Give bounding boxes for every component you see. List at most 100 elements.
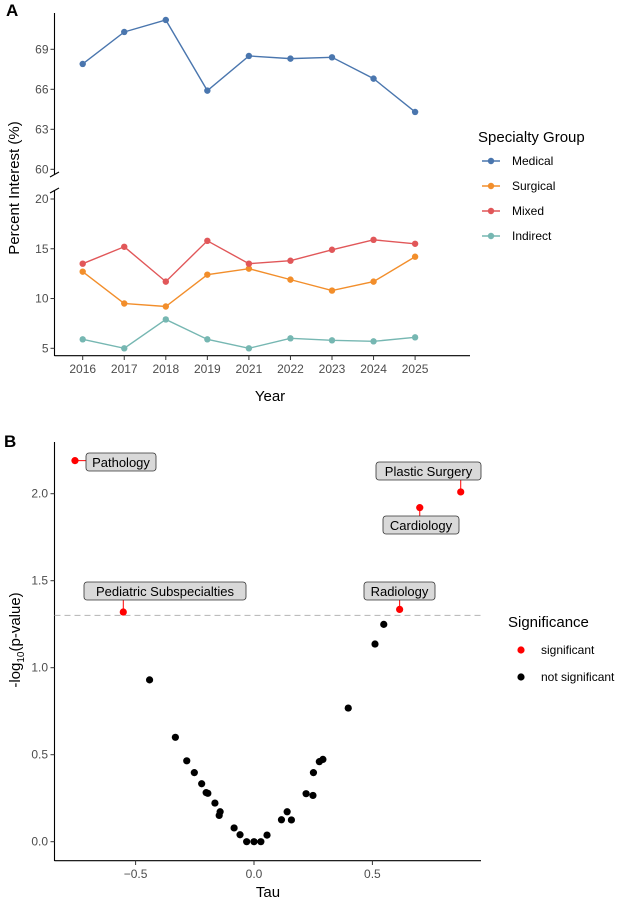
data-point-not-significant <box>198 780 206 788</box>
y-axis-title: Percent Interest (%) <box>6 121 23 254</box>
data-point-medical <box>328 54 336 61</box>
data-point-not-significant <box>302 790 310 798</box>
x-tick-label: 2016 <box>69 362 96 376</box>
data-point-not-significant <box>171 733 179 741</box>
x-tick-label: 2018 <box>152 362 179 376</box>
data-point-not-significant <box>215 811 223 820</box>
legend-key-point <box>487 182 495 190</box>
y-tick-label: 60 <box>35 162 49 176</box>
data-point-not-significant <box>309 791 317 800</box>
data-point-not-significant <box>230 824 238 832</box>
legend-key-point <box>487 207 495 215</box>
data-point-significant <box>119 608 127 616</box>
data-point-surgical <box>162 303 169 310</box>
data-point-surgical <box>411 253 419 260</box>
data-point-mixed <box>328 246 336 253</box>
legend-key-point <box>517 673 525 681</box>
data-point-not-significant <box>277 816 286 824</box>
data-point-indirect <box>287 335 294 342</box>
data-point-not-significant <box>309 769 318 777</box>
data-point-indirect <box>204 336 211 343</box>
data-point-not-significant <box>371 640 379 648</box>
y-tick-label: 5 <box>42 341 49 355</box>
data-point-indirect <box>411 334 419 341</box>
y-tick-label: 0.0 <box>31 835 48 849</box>
data-point-medical <box>245 52 253 60</box>
data-point-not-significant <box>283 808 291 816</box>
data-point-surgical <box>370 278 377 285</box>
legend-label: Surgical <box>512 179 555 193</box>
axis-break-mark <box>49 187 60 194</box>
x-tick-label: 2022 <box>277 362 304 376</box>
data-point-not-significant <box>263 831 271 839</box>
x-axis-title: Year <box>255 388 285 405</box>
y-axis-title-tail: (p-value) <box>7 592 24 651</box>
data-point-not-significant <box>319 755 327 763</box>
x-tick-label: 2023 <box>319 362 346 376</box>
data-point-surgical <box>287 276 294 283</box>
data-point-medical <box>162 16 169 24</box>
data-point-indirect <box>328 337 336 344</box>
y-axis-title-main: -log <box>7 663 24 688</box>
data-point-significant <box>416 504 424 512</box>
legend-title: Specialty Group <box>478 129 585 146</box>
data-point-medical <box>121 28 128 36</box>
data-point-indirect <box>370 338 377 345</box>
data-point-significant <box>396 605 404 614</box>
data-point-mixed <box>121 243 128 250</box>
data-point-mixed <box>162 278 169 285</box>
data-point-not-significant <box>190 769 198 777</box>
data-point-not-significant <box>236 831 244 839</box>
x-tick-label: 0.0 <box>246 867 263 881</box>
data-point-mixed <box>79 260 86 267</box>
x-tick-label: 2017 <box>111 362 138 376</box>
legend-key-point <box>487 157 495 165</box>
data-point-mixed <box>287 257 294 264</box>
data-point-not-significant <box>257 838 265 846</box>
legend-label: not significant <box>541 670 615 684</box>
y-tick-label: 1.0 <box>31 661 48 675</box>
legend-label: Medical <box>512 154 553 168</box>
data-point-surgical <box>121 300 128 307</box>
y-tick-label: 63 <box>35 122 49 136</box>
point-label-box <box>363 581 436 601</box>
data-point-not-significant <box>287 816 296 824</box>
data-point-not-significant <box>211 799 219 807</box>
point-label: Plastic Surgery <box>385 464 473 479</box>
x-tick-label: 2025 <box>402 362 429 376</box>
data-point-not-significant <box>204 789 212 797</box>
data-point-indirect <box>162 316 169 323</box>
x-tick-label: 2019 <box>194 362 221 376</box>
data-point-medical <box>370 75 377 82</box>
y-tick-label: 66 <box>35 82 49 96</box>
y-axis-title-sub: 10 <box>16 651 27 663</box>
y-tick-label: 1.5 <box>31 574 48 588</box>
data-point-not-significant <box>243 838 251 846</box>
data-point-surgical <box>328 287 336 294</box>
x-tick-label: −0.5 <box>124 867 148 881</box>
legend-title: Significance <box>508 614 589 631</box>
legend-key-point <box>487 232 495 240</box>
point-label-box <box>382 515 460 535</box>
y-tick-label: 69 <box>35 42 49 56</box>
data-point-medical <box>204 87 211 94</box>
y-axis-title: -log10(p-value) <box>7 592 27 687</box>
point-label: Pathology <box>92 455 150 470</box>
legend-label: Indirect <box>512 229 552 243</box>
y-tick-label: 2.0 <box>31 487 48 501</box>
series-line-indirect <box>82 318 416 350</box>
data-point-indirect <box>245 345 253 352</box>
point-label-box <box>83 581 247 601</box>
point-label-box <box>375 461 482 481</box>
panel-label: A <box>6 1 18 20</box>
legend-label: significant <box>541 643 595 657</box>
panel-label: B <box>4 432 16 451</box>
x-tick-label: 0.5 <box>364 867 381 881</box>
data-point-medical <box>287 55 294 62</box>
data-point-not-significant <box>145 676 154 684</box>
point-label-box <box>85 452 157 472</box>
data-point-not-significant <box>250 838 258 846</box>
data-point-surgical <box>245 265 253 272</box>
y-tick-label: 20 <box>35 192 49 206</box>
